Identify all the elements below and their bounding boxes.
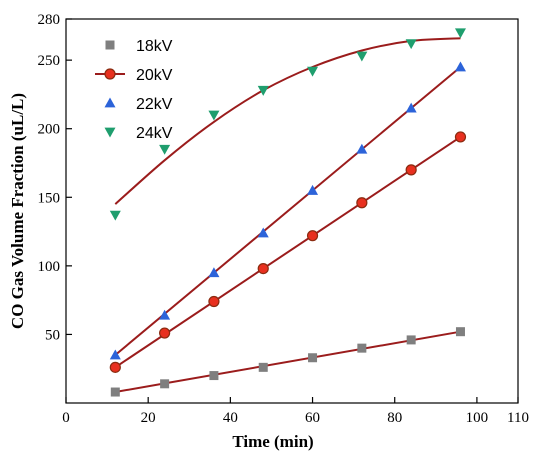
- data-point-20kv-4: [306, 230, 319, 242]
- data-point-22kv-3: [257, 227, 269, 238]
- data-point-22kv-2: [208, 267, 220, 278]
- data-point-22kv-1: [159, 309, 171, 320]
- data-point-18kv-4: [308, 353, 318, 363]
- data-point-24kv-7: [454, 28, 466, 39]
- legend-marker-18kv: [105, 40, 115, 50]
- legend-label-18kv: 18kV: [136, 38, 173, 55]
- data-point-24kv-5: [356, 51, 368, 62]
- y-tick-label-100: 100: [38, 259, 61, 275]
- data-point-22kv-4: [307, 184, 319, 195]
- x-tick-label-100: 100: [466, 410, 489, 426]
- legend-marker-22kv: [104, 97, 116, 108]
- data-point-24kv-1: [159, 144, 171, 155]
- data-point-20kv-1: [159, 327, 171, 339]
- data-point-22kv-7: [454, 61, 466, 72]
- legend-label-20kv: 20kV: [136, 67, 173, 84]
- data-point-20kv-5: [356, 197, 368, 209]
- y-tick-label-150: 150: [38, 190, 61, 206]
- x-axis-title: Time (min): [232, 432, 313, 451]
- data-point-18kv-5: [357, 343, 367, 353]
- data-point-20kv-0: [109, 361, 121, 373]
- x-tick-label-40: 40: [223, 410, 238, 426]
- data-point-20kv-6: [405, 164, 417, 176]
- data-point-20kv-2: [208, 295, 220, 308]
- data-point-22kv-6: [405, 102, 417, 113]
- x-tick-label-0: 0: [62, 410, 70, 426]
- data-point-18kv-0: [110, 387, 120, 397]
- data-point-24kv-3: [257, 85, 269, 96]
- y-tick-label-280: 280: [38, 12, 61, 28]
- data-point-24kv-0: [109, 210, 121, 221]
- legend-label-24kv: 24kV: [136, 125, 173, 142]
- data-point-24kv-4: [307, 66, 319, 77]
- data-point-18kv-2: [209, 371, 219, 381]
- y-tick-label-200: 200: [38, 122, 61, 138]
- data-point-24kv-6: [405, 39, 417, 50]
- data-point-22kv-0: [109, 349, 121, 360]
- fit-line-24kv: [114, 37, 461, 205]
- data-point-18kv-3: [258, 362, 268, 372]
- plot-frame: [65, 18, 519, 404]
- x-tick-label-60: 60: [305, 410, 320, 426]
- legend-marker-20kv: [104, 68, 116, 80]
- legend-label-22kv: 22kV: [136, 96, 173, 113]
- data-point-18kv-7: [455, 327, 465, 337]
- data-point-18kv-6: [406, 335, 416, 345]
- data-point-20kv-7: [454, 131, 467, 143]
- data-point-20kv-3: [257, 263, 269, 275]
- y-tick-label-250: 250: [38, 53, 61, 69]
- x-tick-label-80: 80: [387, 410, 402, 426]
- y-axis-title: CO Gas Volume Fraction (uL/L): [8, 93, 27, 329]
- fit-line-18kv: [115, 330, 461, 393]
- fit-line-20kv: [114, 136, 462, 369]
- x-tick-label-110: 110: [507, 410, 529, 426]
- data-point-18kv-1: [160, 379, 170, 389]
- legend-marker-24kv: [104, 127, 116, 138]
- y-tick-label-50: 50: [45, 327, 60, 343]
- data-point-22kv-5: [356, 143, 368, 154]
- fit-line-22kv: [114, 66, 462, 356]
- x-tick-label-20: 20: [141, 410, 156, 426]
- data-point-24kv-2: [208, 110, 220, 121]
